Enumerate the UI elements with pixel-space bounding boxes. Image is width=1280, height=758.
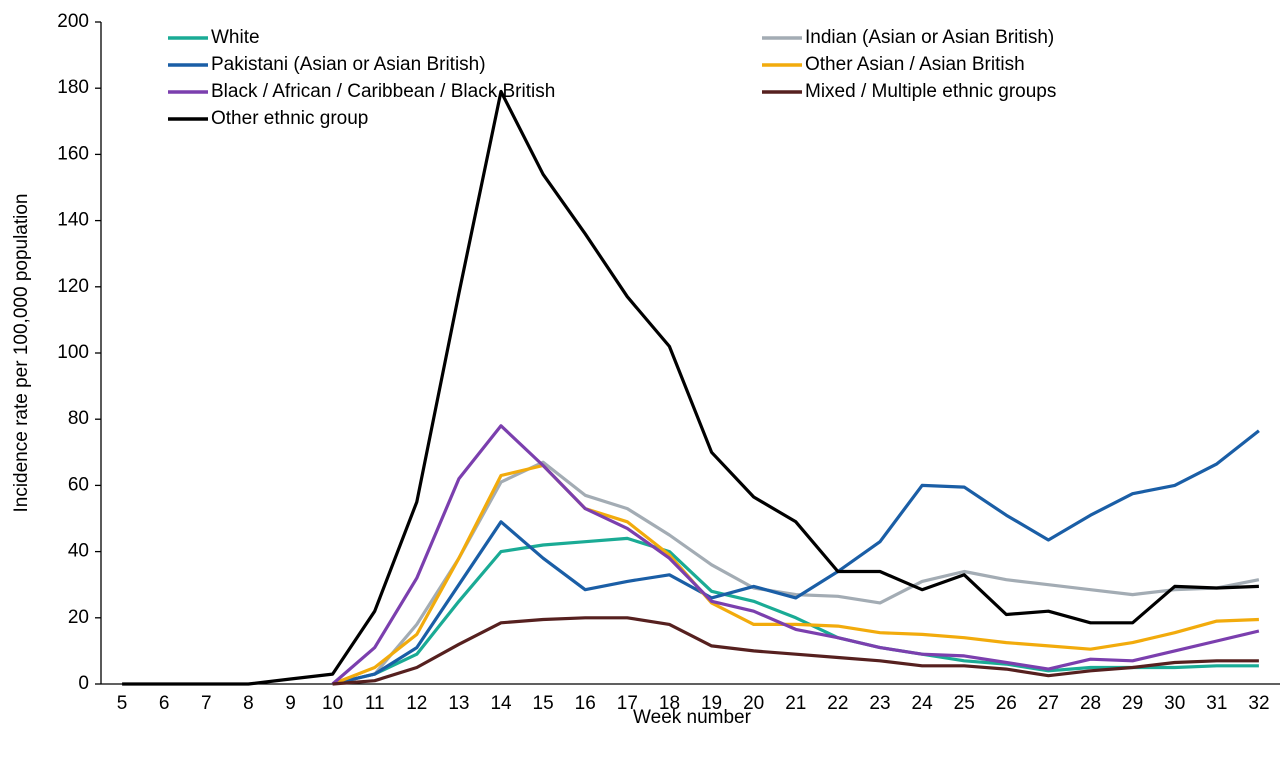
x-tick-label: 7: [201, 693, 212, 714]
legend-label: White: [211, 27, 260, 48]
x-tick-label: 5: [117, 693, 128, 714]
x-tick-label: 22: [827, 693, 848, 714]
x-tick-label: 6: [159, 693, 170, 714]
x-tick-label: 29: [1122, 693, 1143, 714]
series-line: [332, 460, 1260, 686]
series-line: [332, 429, 1260, 686]
x-tick-label: 12: [406, 693, 427, 714]
x-tick-label: 19: [701, 693, 722, 714]
series-line: [122, 89, 1259, 686]
legend-label: Indian (Asian or Asian British): [805, 27, 1054, 48]
x-tick-label: 17: [617, 693, 638, 714]
y-tick-label: 0: [78, 673, 89, 694]
y-tick-label: 20: [68, 607, 89, 628]
x-tick-label: 21: [785, 693, 806, 714]
x-tick-label: 11: [365, 693, 385, 714]
legend-label: Mixed / Multiple ethnic groups: [805, 81, 1056, 102]
x-tick-label: 30: [1164, 693, 1185, 714]
x-tick-label: 32: [1248, 693, 1269, 714]
x-tick-label: 26: [996, 693, 1017, 714]
legend-label: Black / African / Caribbean / Black Brit…: [211, 81, 555, 102]
x-tick-label: 15: [533, 693, 554, 714]
x-tick-label: 8: [243, 693, 254, 714]
y-tick-label: 40: [68, 541, 89, 562]
legend-label: Other ethnic group: [211, 108, 368, 129]
x-tick-label: 10: [322, 693, 343, 714]
y-tick-label: 160: [57, 143, 89, 164]
y-tick-label: 200: [57, 11, 89, 32]
x-tick-label: 28: [1080, 693, 1101, 714]
x-tick-label: 31: [1206, 693, 1227, 714]
y-tick-label: 100: [57, 342, 89, 363]
series-line: [332, 616, 1259, 686]
y-tick-label: 120: [57, 276, 89, 297]
x-tick-label: 18: [659, 693, 680, 714]
series-line: [332, 463, 1259, 686]
legend-label: Pakistani (Asian or Asian British): [211, 54, 486, 75]
y-tick-label: 80: [68, 408, 89, 429]
y-axis-title: Incidence rate per 100,000 population: [11, 193, 32, 512]
y-tick-label: 180: [57, 77, 89, 98]
x-tick-label: 24: [912, 693, 934, 714]
y-tick-label: 140: [57, 210, 89, 231]
x-tick-label: 20: [743, 693, 764, 714]
series-line: [332, 536, 1259, 686]
x-tick-label: 9: [285, 693, 296, 714]
x-tick-label: 23: [869, 693, 890, 714]
x-tick-label: 16: [575, 693, 596, 714]
x-tick-label: 14: [490, 693, 512, 714]
legend-label: Other Asian / Asian British: [805, 54, 1025, 75]
x-tick-label: 13: [448, 693, 469, 714]
x-tick-label: 25: [954, 693, 975, 714]
x-tick-label: 27: [1038, 693, 1059, 714]
y-tick-label: 60: [68, 474, 89, 495]
x-axis-title: Week number: [633, 707, 752, 728]
series-line: [331, 424, 1260, 686]
